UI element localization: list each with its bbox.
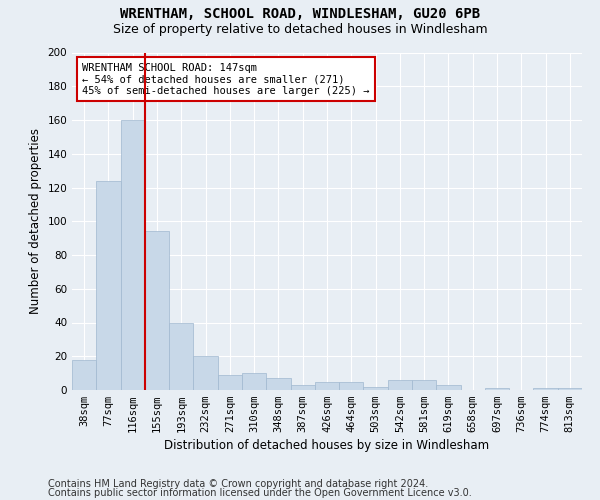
- Bar: [485, 388, 509, 390]
- Text: WRENTHAM SCHOOL ROAD: 147sqm
← 54% of detached houses are smaller (271)
45% of s: WRENTHAM SCHOOL ROAD: 147sqm ← 54% of de…: [82, 62, 370, 96]
- Bar: [558, 388, 582, 390]
- Bar: [145, 232, 169, 390]
- Bar: [412, 380, 436, 390]
- Bar: [242, 373, 266, 390]
- Bar: [436, 385, 461, 390]
- Bar: [266, 378, 290, 390]
- Bar: [533, 388, 558, 390]
- Bar: [364, 386, 388, 390]
- Bar: [315, 382, 339, 390]
- Bar: [193, 356, 218, 390]
- X-axis label: Distribution of detached houses by size in Windlesham: Distribution of detached houses by size …: [164, 440, 490, 452]
- Text: Size of property relative to detached houses in Windlesham: Size of property relative to detached ho…: [113, 22, 487, 36]
- Bar: [96, 180, 121, 390]
- Bar: [290, 385, 315, 390]
- Bar: [121, 120, 145, 390]
- Bar: [218, 375, 242, 390]
- Text: Contains public sector information licensed under the Open Government Licence v3: Contains public sector information licen…: [48, 488, 472, 498]
- Bar: [339, 382, 364, 390]
- Bar: [388, 380, 412, 390]
- Y-axis label: Number of detached properties: Number of detached properties: [29, 128, 42, 314]
- Text: WRENTHAM, SCHOOL ROAD, WINDLESHAM, GU20 6PB: WRENTHAM, SCHOOL ROAD, WINDLESHAM, GU20 …: [120, 8, 480, 22]
- Bar: [169, 322, 193, 390]
- Text: Contains HM Land Registry data © Crown copyright and database right 2024.: Contains HM Land Registry data © Crown c…: [48, 479, 428, 489]
- Bar: [72, 360, 96, 390]
